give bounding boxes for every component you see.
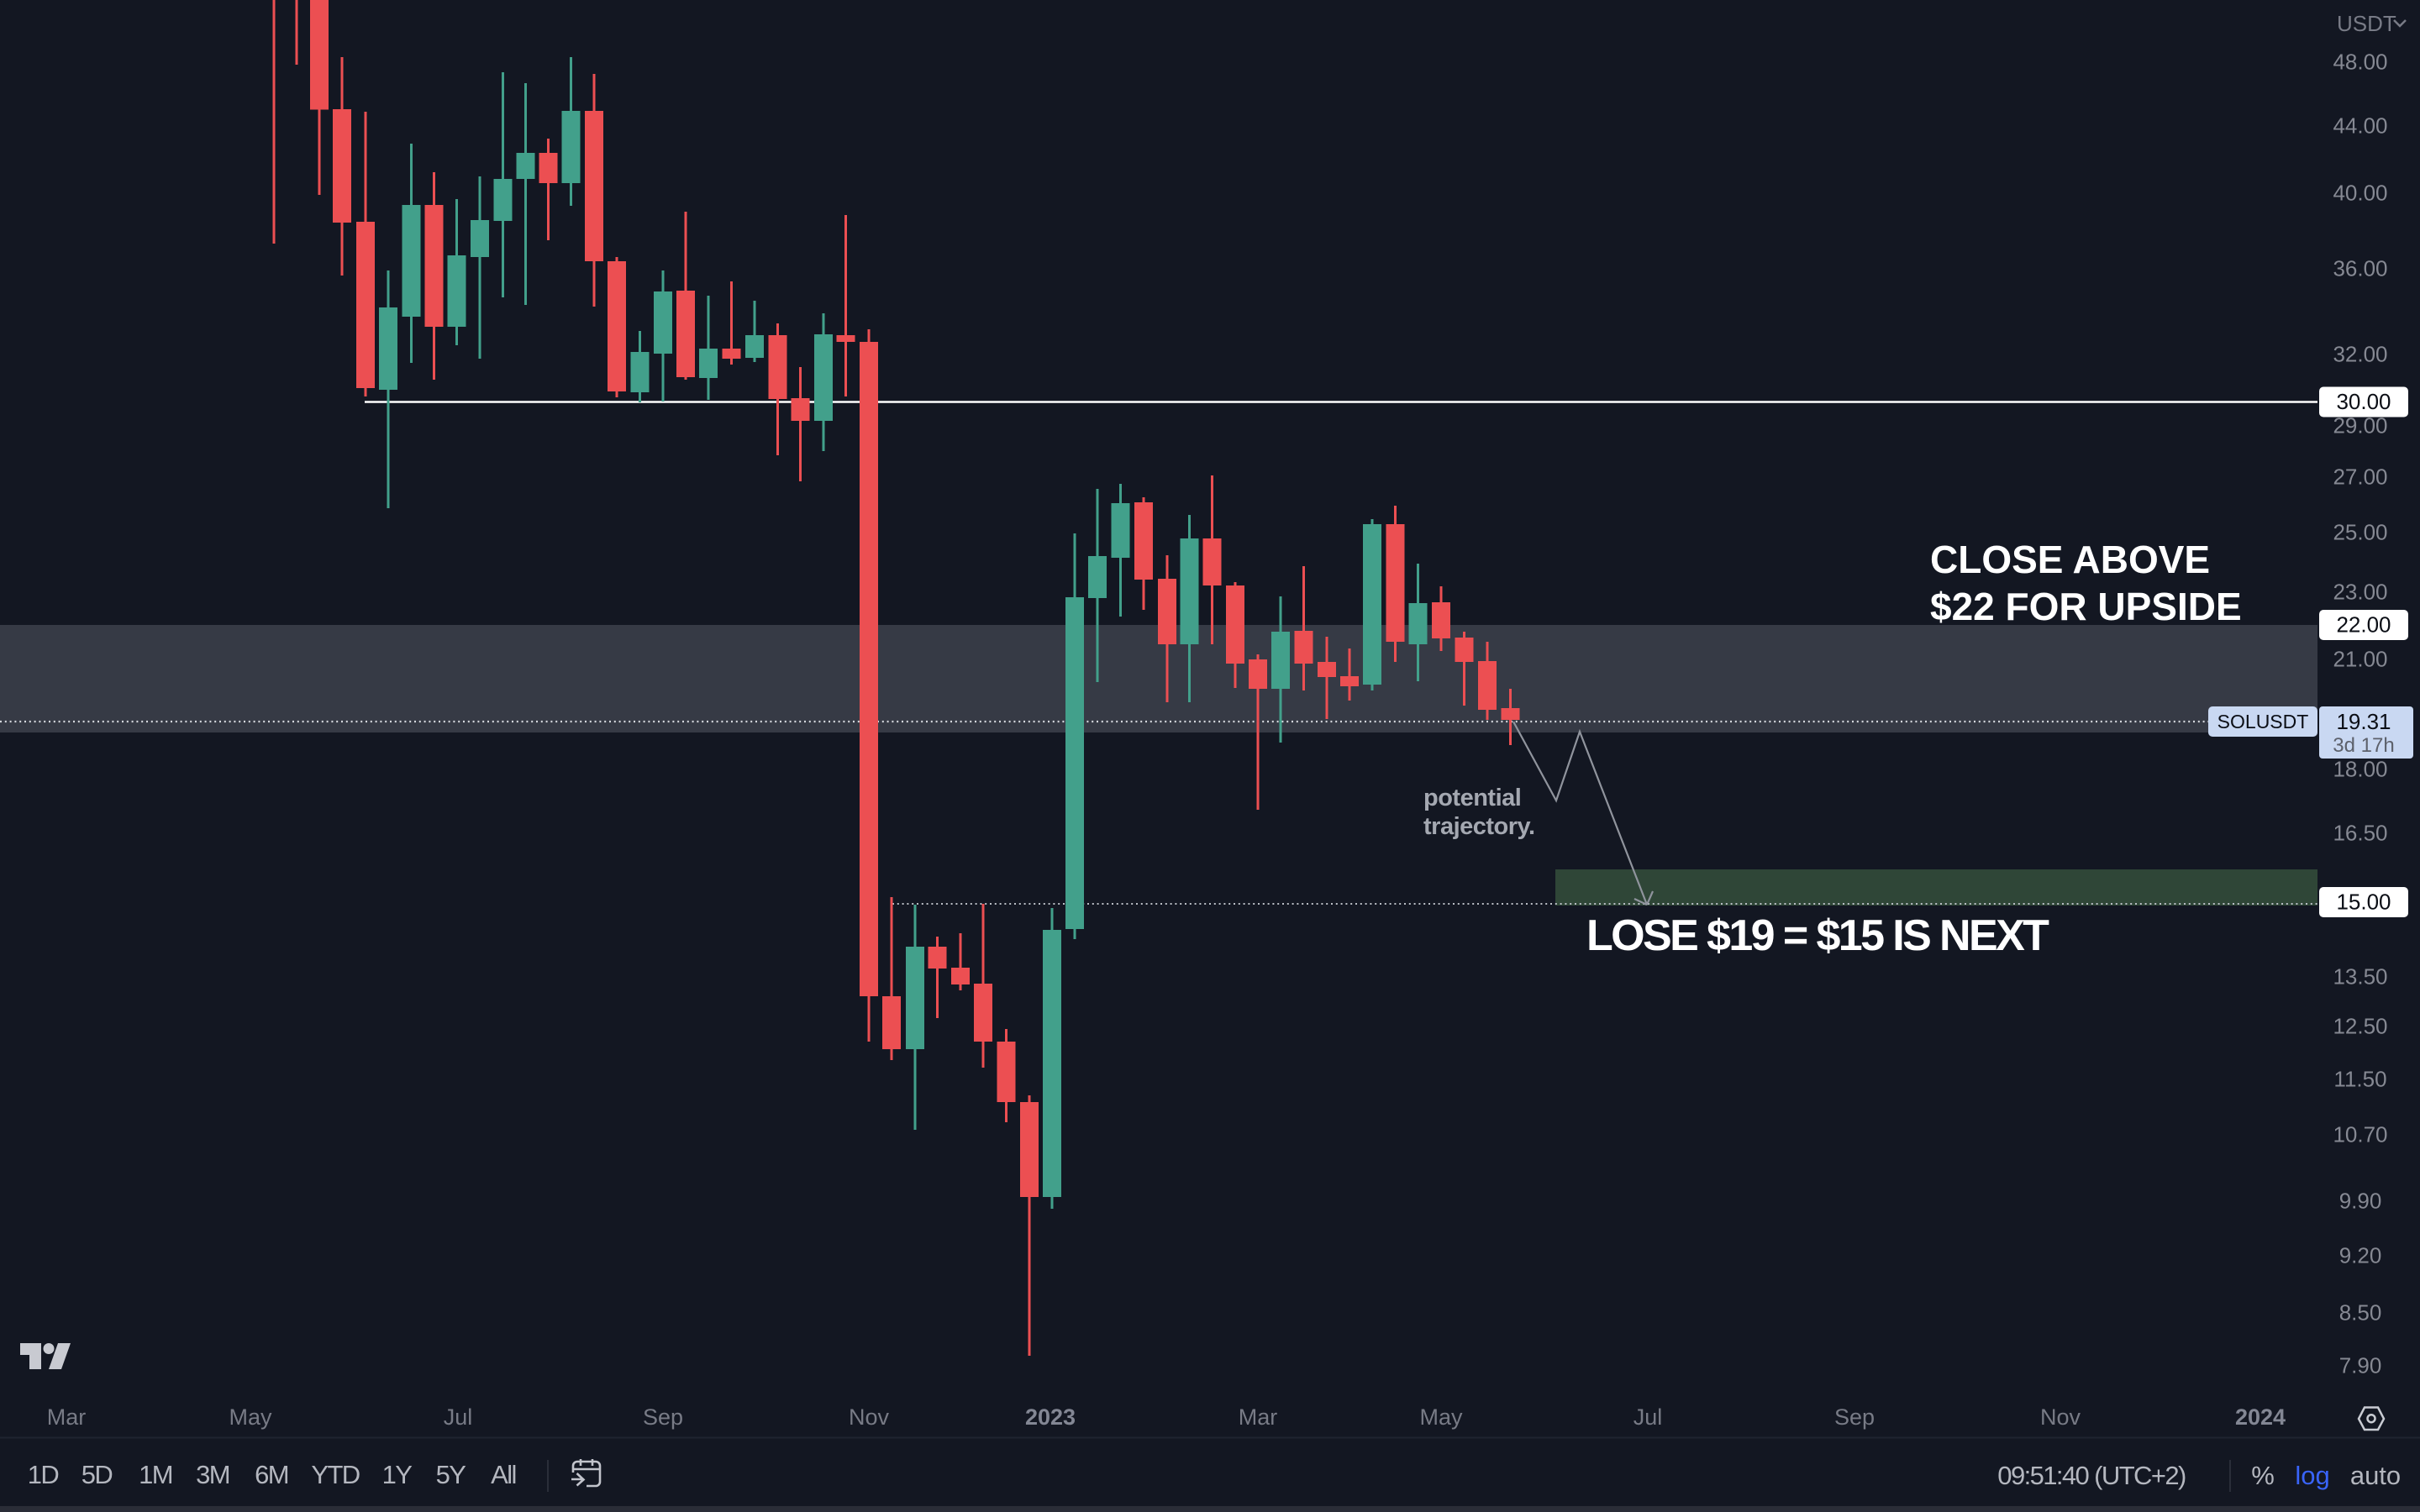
svg-text:All: All (491, 1460, 516, 1489)
svg-text:13.50: 13.50 (2333, 964, 2387, 990)
svg-text:1Y: 1Y (382, 1460, 413, 1489)
svg-text:Sep: Sep (1834, 1404, 1875, 1430)
svg-text:27.00: 27.00 (2333, 465, 2387, 490)
svg-text:$22 FOR UPSIDE: $22 FOR UPSIDE (1930, 585, 2242, 628)
svg-text:%: % (2251, 1461, 2275, 1490)
svg-text:21.00: 21.00 (2333, 647, 2387, 672)
svg-text:Nov: Nov (2040, 1404, 2081, 1430)
svg-text:2024: 2024 (2235, 1404, 2286, 1430)
svg-text:Jul: Jul (444, 1404, 473, 1430)
svg-text:2023: 2023 (1025, 1404, 1076, 1430)
svg-text:30.00: 30.00 (2336, 389, 2391, 414)
svg-text:10.70: 10.70 (2333, 1122, 2387, 1147)
svg-text:Mar: Mar (1239, 1404, 1278, 1430)
svg-text:USDT: USDT (2337, 11, 2396, 36)
svg-text:8.50: 8.50 (2339, 1300, 2382, 1326)
svg-text:16.50: 16.50 (2333, 821, 2387, 846)
svg-text:22.00: 22.00 (2336, 612, 2391, 638)
svg-text:Sep: Sep (643, 1404, 683, 1430)
svg-text:LOSE $19 = $15 IS NEXT: LOSE $19 = $15 IS NEXT (1586, 911, 2049, 960)
svg-text:7.90: 7.90 (2339, 1353, 2382, 1378)
svg-text:36.00: 36.00 (2333, 256, 2387, 281)
svg-text:9.90: 9.90 (2339, 1189, 2382, 1214)
svg-text:Mar: Mar (47, 1404, 87, 1430)
svg-text:32.00: 32.00 (2333, 342, 2387, 367)
svg-text:auto: auto (2350, 1461, 2401, 1490)
svg-text:48.00: 48.00 (2333, 50, 2387, 75)
svg-text:trajectory.: trajectory. (1423, 813, 1535, 840)
svg-text:15.00: 15.00 (2336, 890, 2391, 915)
svg-text:44.00: 44.00 (2333, 113, 2387, 139)
svg-text:log: log (2295, 1461, 2329, 1490)
svg-text:May: May (1419, 1404, 1463, 1430)
svg-text:SOLUSDT: SOLUSDT (2217, 711, 2309, 732)
svg-text:5D: 5D (82, 1460, 113, 1489)
svg-text:9.20: 9.20 (2339, 1243, 2382, 1268)
svg-text:potential: potential (1423, 785, 1521, 811)
svg-text:5Y: 5Y (436, 1460, 466, 1489)
svg-text:May: May (229, 1404, 272, 1430)
svg-text:CLOSE ABOVE: CLOSE ABOVE (1930, 538, 2210, 581)
svg-text:6M: 6M (255, 1460, 288, 1489)
svg-text:Jul: Jul (1634, 1404, 1663, 1430)
svg-text:19.31: 19.31 (2336, 709, 2391, 734)
svg-text:YTD: YTD (311, 1460, 359, 1489)
svg-text:1M: 1M (139, 1460, 172, 1489)
svg-text:23.00: 23.00 (2333, 580, 2387, 605)
svg-text:11.50: 11.50 (2333, 1067, 2386, 1092)
svg-text:3M: 3M (196, 1460, 229, 1489)
svg-text:Nov: Nov (849, 1404, 890, 1430)
svg-text:12.50: 12.50 (2333, 1014, 2387, 1039)
svg-text:09:51:40 (UTC+2): 09:51:40 (UTC+2) (1997, 1461, 2186, 1490)
svg-text:40.00: 40.00 (2333, 181, 2387, 206)
svg-text:25.00: 25.00 (2333, 520, 2387, 545)
svg-text:18.00: 18.00 (2333, 757, 2387, 782)
svg-text:1D: 1D (28, 1460, 59, 1489)
svg-text:3d 17h: 3d 17h (2333, 734, 2394, 757)
